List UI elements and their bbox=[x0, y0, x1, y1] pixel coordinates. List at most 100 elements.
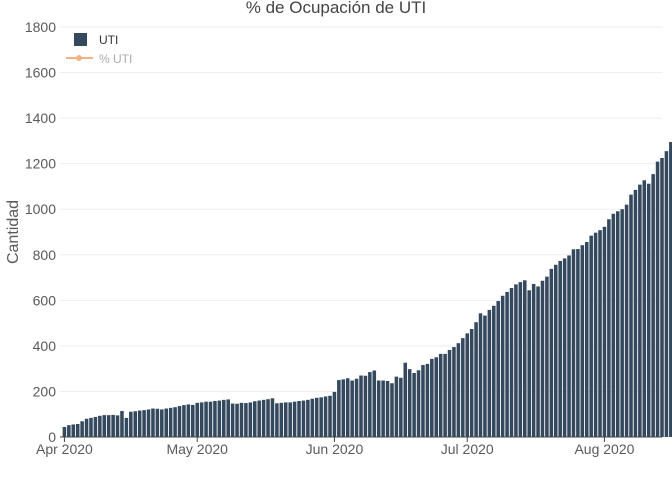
y-tick-label: 0 bbox=[48, 429, 56, 445]
bar bbox=[177, 406, 182, 437]
bar bbox=[571, 249, 576, 437]
bar bbox=[602, 226, 607, 437]
bar bbox=[416, 370, 421, 437]
bar bbox=[496, 301, 500, 437]
bar bbox=[75, 424, 80, 437]
bar bbox=[314, 397, 319, 437]
bar bbox=[306, 399, 310, 437]
legend-item-pct-uti[interactable]: % UTI bbox=[66, 52, 132, 66]
bar bbox=[270, 398, 275, 437]
bar bbox=[173, 407, 177, 437]
bar bbox=[186, 404, 191, 437]
bar bbox=[80, 421, 84, 437]
bar bbox=[199, 402, 204, 437]
bar bbox=[89, 417, 93, 437]
bar bbox=[350, 380, 354, 437]
bar bbox=[368, 372, 372, 437]
chart-title: % de Ocupación de UTI bbox=[246, 0, 426, 17]
bar bbox=[155, 408, 160, 437]
bar bbox=[283, 402, 288, 437]
bar bbox=[67, 425, 71, 437]
bar bbox=[222, 399, 226, 437]
y-tick-label: 1000 bbox=[25, 201, 56, 217]
bar bbox=[514, 284, 518, 437]
bar bbox=[204, 401, 208, 437]
y-axis-title: Cantidad bbox=[5, 200, 22, 264]
y-tick-label: 1600 bbox=[25, 65, 56, 81]
bar bbox=[217, 400, 222, 437]
bar bbox=[376, 380, 381, 437]
bar bbox=[523, 280, 527, 437]
bar bbox=[527, 290, 531, 437]
bar bbox=[469, 329, 474, 437]
bar bbox=[456, 343, 461, 437]
legend-label-uti: UTI bbox=[99, 33, 118, 47]
bar bbox=[447, 349, 452, 437]
bar bbox=[518, 282, 523, 437]
bar bbox=[399, 377, 403, 437]
bar bbox=[549, 268, 554, 437]
x-tick-label: Jul 2020 bbox=[441, 441, 494, 457]
bar bbox=[655, 161, 660, 437]
bar bbox=[323, 396, 328, 437]
legend-bar-swatch bbox=[74, 33, 87, 46]
bar bbox=[354, 378, 359, 437]
bar bbox=[341, 379, 346, 437]
bar bbox=[483, 315, 487, 437]
bar bbox=[151, 408, 155, 437]
bar bbox=[452, 347, 456, 437]
bar bbox=[208, 401, 213, 437]
bar bbox=[478, 313, 483, 437]
bar bbox=[248, 402, 253, 437]
bar bbox=[620, 209, 624, 437]
legend-item-uti[interactable]: UTI bbox=[74, 33, 118, 47]
bar bbox=[372, 370, 377, 437]
bar bbox=[390, 383, 394, 437]
bar bbox=[403, 362, 408, 437]
x-axis-ticks: Apr 2020 May 2020 Jun 2020 Jul 2020 Aug 2020 bbox=[36, 437, 635, 457]
bar bbox=[93, 416, 98, 437]
bar bbox=[660, 157, 664, 437]
bar bbox=[407, 369, 412, 437]
bar bbox=[266, 399, 270, 437]
bar bbox=[226, 399, 230, 437]
bar bbox=[319, 397, 323, 437]
bar bbox=[553, 264, 558, 437]
bar bbox=[244, 403, 248, 437]
bar bbox=[651, 174, 655, 437]
bar bbox=[195, 402, 199, 437]
bar bbox=[558, 260, 562, 437]
bar bbox=[412, 372, 416, 437]
bar bbox=[589, 235, 593, 437]
bar bbox=[261, 399, 266, 437]
bar bbox=[500, 295, 505, 437]
bar bbox=[160, 409, 164, 437]
bar bbox=[115, 415, 120, 437]
y-tick-label: 1200 bbox=[25, 156, 56, 172]
bar bbox=[129, 411, 133, 437]
bar bbox=[182, 405, 186, 437]
legend[interactable]: UTI % UTI bbox=[66, 33, 132, 66]
bar bbox=[137, 410, 142, 437]
bar bbox=[292, 401, 297, 437]
bar bbox=[474, 322, 478, 437]
bar bbox=[385, 380, 390, 437]
bar bbox=[98, 415, 102, 437]
bar bbox=[421, 365, 425, 437]
bar bbox=[505, 291, 509, 437]
bar bbox=[301, 400, 306, 437]
bar bbox=[540, 280, 545, 437]
bar bbox=[146, 409, 151, 437]
bar bbox=[576, 249, 580, 437]
bar bbox=[213, 401, 217, 437]
bar bbox=[345, 378, 350, 437]
bar bbox=[615, 211, 620, 437]
bar bbox=[584, 242, 589, 437]
bar bbox=[509, 288, 514, 437]
bar bbox=[168, 407, 173, 437]
y-axis-ticks: 0 200 400 600 800 1000 1200 1400 1600 1800 bbox=[25, 19, 56, 445]
bars bbox=[62, 142, 672, 438]
x-tick-label: Aug 2020 bbox=[574, 441, 634, 457]
bar bbox=[611, 213, 616, 437]
y-tick-label: 600 bbox=[33, 292, 57, 308]
